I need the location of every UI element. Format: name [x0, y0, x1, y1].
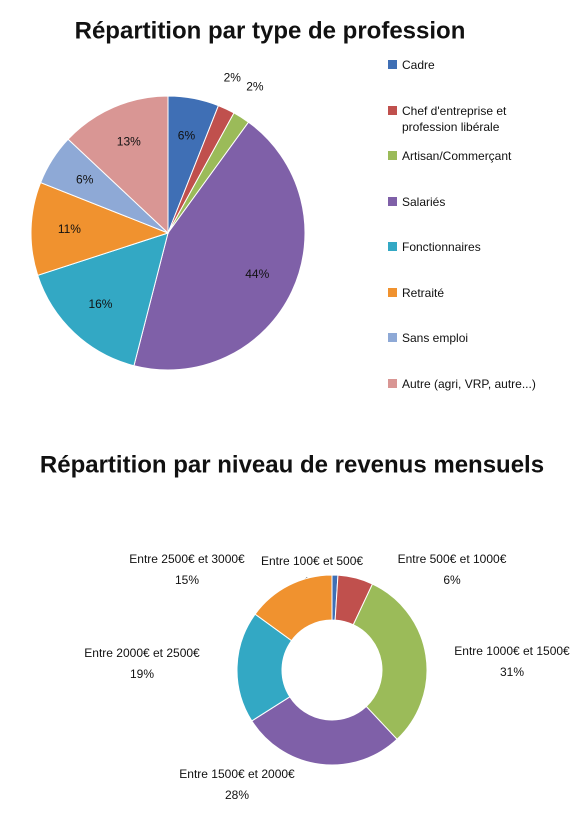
pie-slice — [67, 95, 169, 235]
category-label: Entre 500€ et 1000€ — [398, 552, 507, 566]
legend-item: Cadre — [388, 57, 538, 73]
legend-swatch — [388, 333, 397, 342]
donut-slice — [254, 574, 333, 642]
legend-item: Chef d'entreprise et profession libérale — [388, 103, 538, 135]
data-label: 16% — [88, 297, 112, 311]
legend-label: Artisan/Commerçant — [402, 149, 512, 163]
category-label: Entre 2500€ et 3000€ — [129, 552, 245, 566]
data-label: 13% — [117, 135, 141, 149]
legend-swatch — [388, 151, 397, 160]
data-label: 19% — [130, 667, 154, 681]
legend-item: Fonctionnaires — [388, 239, 538, 255]
pie-slice — [30, 181, 170, 276]
data-label: 6% — [76, 172, 94, 186]
donut-slice — [352, 583, 428, 740]
legend-swatch — [388, 60, 397, 69]
data-label: 28% — [225, 788, 249, 802]
data-label: 2% — [246, 80, 264, 94]
category-label: Entre 1500€ et 2000€ — [179, 767, 295, 781]
legend-label: Cadre — [402, 58, 435, 72]
legend-swatch — [388, 196, 397, 206]
legend-swatch — [388, 105, 397, 115]
legend-swatch — [388, 242, 397, 251]
data-label: 6% — [443, 573, 461, 587]
data-label: 11% — [58, 222, 81, 236]
data-label: 44% — [245, 267, 269, 281]
pie-slice — [37, 232, 169, 367]
legend-item: Sans emploi — [388, 330, 538, 346]
data-label: 31% — [500, 665, 524, 679]
data-label: 2% — [224, 71, 242, 85]
legend-label: Chef d'entreprise et profession libérale — [402, 103, 507, 134]
category-label: Entre 2000€ et 2500€ — [84, 646, 200, 660]
legend-label: Retraité — [402, 285, 445, 300]
legend-swatch — [388, 287, 397, 297]
legend-item: Autre (agri, VRP, autre...) — [388, 376, 538, 392]
legend-item: Artisan/Commerçant — [388, 148, 538, 164]
donut-slice — [251, 696, 398, 766]
legend-swatch — [388, 378, 397, 388]
data-label: 15% — [175, 573, 199, 587]
legend-item: Retraité — [388, 285, 538, 301]
legend-label: Salariés — [402, 194, 446, 209]
legend-item: Salariés — [388, 194, 538, 210]
pie-slice — [133, 121, 306, 371]
legend-label: Sans emploi — [402, 331, 469, 345]
data-label: 6% — [178, 128, 196, 142]
legend-label: Autre (agri, VRP, autre...) — [402, 376, 536, 391]
category-label: Entre 1000€ et 1500€ — [454, 644, 570, 658]
category-label: Entre 100€ et 500€ — [261, 554, 363, 568]
chart-title: Répartition par niveau de revenus mensue… — [40, 451, 544, 478]
legend-label: Fonctionnaires — [402, 240, 481, 254]
chart-title: Répartition par type de profession — [75, 17, 466, 44]
